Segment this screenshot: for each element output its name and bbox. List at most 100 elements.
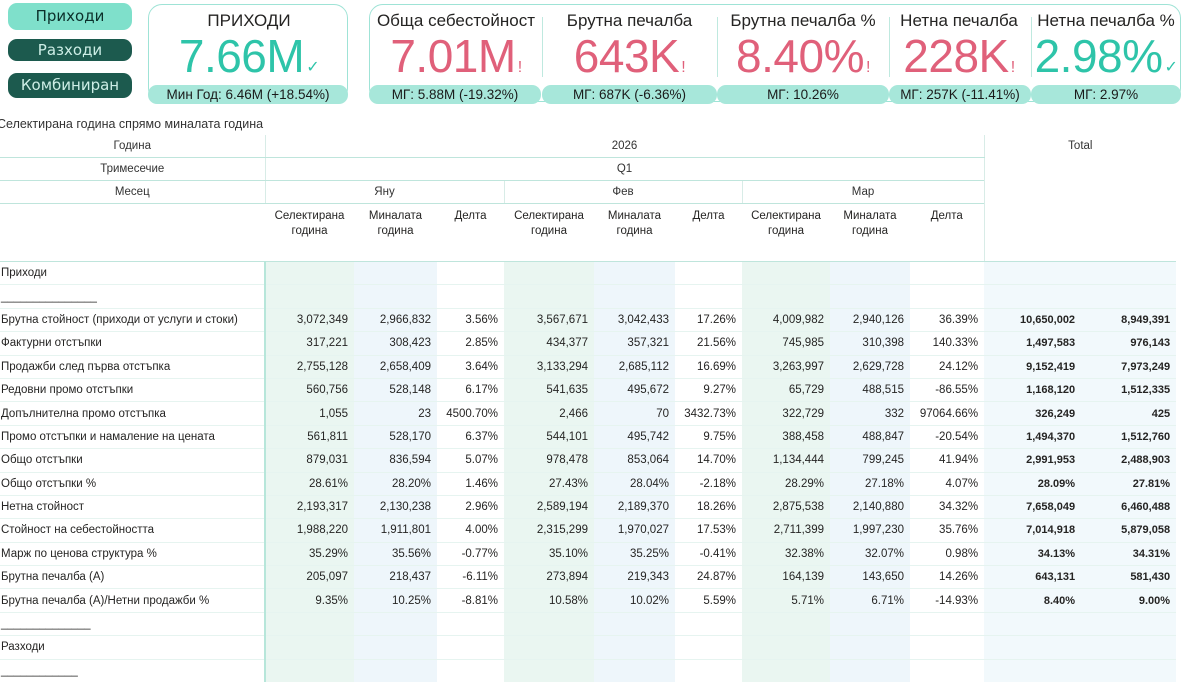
table-cell: 2.96% xyxy=(437,495,504,520)
row-label: Промо отстъпки и намаление на цената xyxy=(0,425,265,450)
kpi-card-group: Обща себестойност 7.01M! Брутна печалба … xyxy=(369,4,1181,104)
col-header-previous[interactable]: Миналата година xyxy=(354,203,437,262)
table-cell: 2,940,126 xyxy=(830,308,910,333)
total-cell: 9.00% xyxy=(1081,588,1177,613)
table-cell: 879,031 xyxy=(264,448,354,473)
table-cell: 28.20% xyxy=(354,472,437,496)
col-header-delta[interactable]: Делта xyxy=(437,203,504,262)
table-cell xyxy=(910,612,985,637)
kpi-gross-pct-sub: МГ: 10.26% xyxy=(717,85,889,104)
table-cell: 97064.66% xyxy=(910,401,985,426)
col-header-delta[interactable]: Делта xyxy=(675,203,742,262)
table-cell: 28.29% xyxy=(742,472,830,496)
table-cell: -2.18% xyxy=(675,472,742,496)
table-row: Приходи xyxy=(0,261,1177,286)
col-header-selected[interactable]: Селектирана година xyxy=(265,203,354,262)
kpi-net-title: Нетна печалба xyxy=(900,11,1018,30)
table-cell: 36.39% xyxy=(910,308,985,333)
row-label: Общо отстъпки xyxy=(0,448,265,473)
col-header-delta[interactable]: Делта xyxy=(910,203,985,262)
table-cell xyxy=(354,612,437,637)
table-cell xyxy=(504,261,594,286)
table-cell: 2,589,194 xyxy=(504,495,594,520)
header-month-feb[interactable]: Фев xyxy=(503,180,742,204)
table-cell xyxy=(264,659,354,682)
kpi-gross-title: Брутна печалба xyxy=(566,11,693,30)
table-cell: 21.56% xyxy=(675,331,742,356)
row-label: _______________ xyxy=(0,284,265,309)
table-cell xyxy=(437,635,504,660)
table-cell xyxy=(910,261,985,286)
col-header-previous[interactable]: Миналата година xyxy=(594,203,675,262)
table-cell xyxy=(437,261,504,286)
warning-icon: ! xyxy=(681,59,686,76)
table-cell: 5.07% xyxy=(437,448,504,473)
table-cell: -0.41% xyxy=(675,542,742,567)
divider xyxy=(1031,17,1032,77)
table-cell: -86.55% xyxy=(910,378,985,403)
table-cell: 317,221 xyxy=(264,331,354,356)
table-cell xyxy=(354,284,437,309)
table-cell xyxy=(264,261,354,286)
total-cell: 1,512,760 xyxy=(1081,425,1177,450)
nav-expenses-button[interactable]: Разходи xyxy=(8,39,132,61)
table-cell xyxy=(830,284,910,309)
table-cell xyxy=(675,659,742,682)
col-header-selected[interactable]: Селектирана година xyxy=(742,203,830,262)
header-row-measures: Селектирана година Миналата година Делта… xyxy=(0,203,1176,262)
table-cell: 310,398 xyxy=(830,331,910,356)
row-label: Брутна печалба (А)/Нетни продажби % xyxy=(0,588,265,613)
row-label: Брутна печалба (А) xyxy=(0,565,265,590)
table-cell: 799,245 xyxy=(830,448,910,473)
kpi-gross-value: 643K! xyxy=(573,30,686,82)
header-quarter-value[interactable]: Q1 xyxy=(264,157,985,181)
row-label: ____________ xyxy=(0,659,265,682)
table-cell xyxy=(830,261,910,286)
header-month-jan[interactable]: Яну xyxy=(264,180,504,204)
table-row: Редовни промо отстъпки 560,756 528,148 6.17… xyxy=(0,378,1177,403)
total-cell xyxy=(1081,261,1177,286)
table-cell xyxy=(675,612,742,637)
table-cell xyxy=(594,284,675,309)
table-cell: 528,170 xyxy=(354,425,437,450)
table-cell: -14.93% xyxy=(910,588,985,613)
row-label: Редовни промо отстъпки xyxy=(0,378,265,403)
kpi-revenue-sub: Мин Год: 6.46M (+18.54%) xyxy=(148,85,348,104)
table-cell xyxy=(594,612,675,637)
row-label: Марж по ценова структура % xyxy=(0,542,265,567)
table-cell: 27.18% xyxy=(830,472,910,496)
table-cell: 218,437 xyxy=(354,565,437,590)
table-cell: 2,466 xyxy=(504,401,594,426)
total-cell: 643,131 xyxy=(984,565,1082,590)
table-cell: 70 xyxy=(594,401,675,426)
header-year-value[interactable]: 2026 xyxy=(264,135,985,158)
table-cell: 35.29% xyxy=(264,542,354,567)
kpi-net-sub: МГ: 257K (-11.41%) xyxy=(889,85,1031,104)
total-cell xyxy=(1081,635,1177,660)
header-total: Total xyxy=(983,135,1177,262)
total-cell: 976,143 xyxy=(1081,331,1177,356)
total-cell: 28.09% xyxy=(984,472,1082,496)
total-cell: 27.81% xyxy=(1081,472,1177,496)
table-row: Допълнителна промо отстъпка 1,055 23 4500.7… xyxy=(0,401,1177,426)
col-header-previous[interactable]: Миналата година xyxy=(830,203,910,262)
kpi-revenue-value: 7.66M ✓ xyxy=(178,30,320,82)
table-cell: 9.27% xyxy=(675,378,742,403)
divider xyxy=(717,17,718,77)
table-row: Продажби след първа отстъпка 2,755,128 2,6… xyxy=(0,355,1177,379)
table-cell xyxy=(910,635,985,660)
table-cell: 2,711,399 xyxy=(742,518,830,543)
nav-revenue-button[interactable]: Приходи xyxy=(8,3,132,30)
col-header-selected[interactable]: Селектирана година xyxy=(504,203,594,262)
header-measure-blank xyxy=(0,203,265,262)
header-month-mar[interactable]: Мар xyxy=(741,180,985,204)
table-cell: 541,635 xyxy=(504,378,594,403)
header-row-year: Година 2026 Total xyxy=(0,135,1177,262)
table-cell: 5.59% xyxy=(675,588,742,613)
header-row-quarter: Тримесечие Q1 xyxy=(0,157,1176,181)
table-cell: 35.25% xyxy=(594,542,675,567)
matrix-table[interactable]: Година 2026 Total Тримесечие Q1 Месец Ян… xyxy=(0,135,1182,682)
nav-combined-button[interactable]: Комбиниран xyxy=(8,73,132,98)
kpi-gross-pct: Брутна печалба % 8.40%! xyxy=(717,5,889,80)
kpi-cost-sub: МГ: 5.88M (-19.32%) xyxy=(369,85,541,104)
